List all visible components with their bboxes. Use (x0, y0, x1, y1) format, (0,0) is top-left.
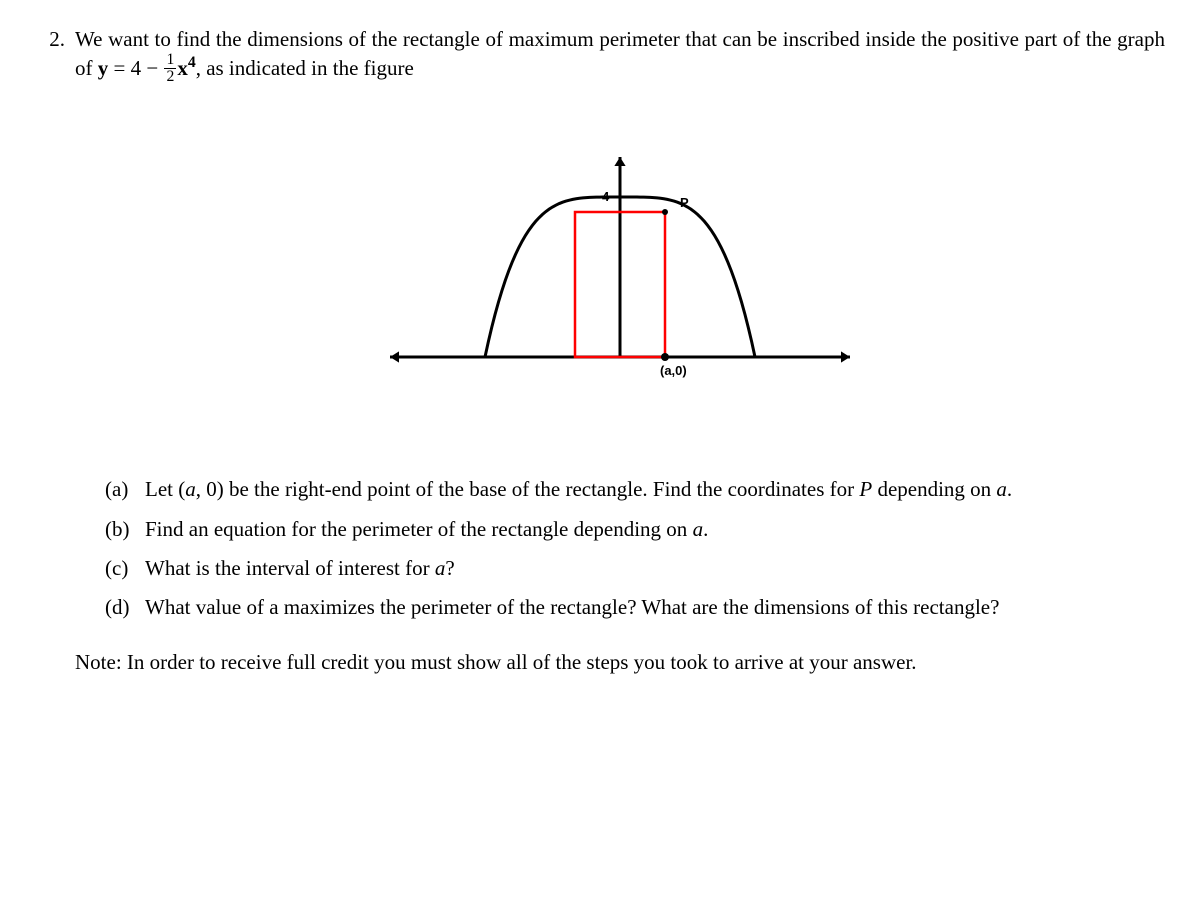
eq-eq: = (108, 56, 130, 80)
part-b-label: (b) (105, 515, 137, 544)
part-c-text: What is the interval of interest for a? (145, 554, 1165, 583)
svg-text:(a,0): (a,0) (660, 363, 687, 378)
eq-exp: 4 (188, 54, 196, 71)
part-d-label: (d) (105, 593, 137, 622)
figure-container: 4 P (a,0) (75, 127, 1165, 415)
eq-fraction: 12 (164, 52, 176, 85)
note: Note: In order to receive full credit yo… (75, 648, 1165, 677)
part-a: (a) Let (a, 0) be the right-end point of… (105, 475, 1165, 504)
frac-den: 2 (164, 69, 176, 85)
svg-text:P: P (680, 195, 689, 210)
part-a-text: Let (a, 0) be the right-end point of the… (145, 475, 1165, 504)
statement-post: , as indicated in the figure (196, 56, 414, 80)
eq-var: x (177, 56, 188, 80)
part-c-label: (c) (105, 554, 137, 583)
problem-container: 2. We want to find the dimensions of the… (35, 25, 1165, 677)
part-c: (c) What is the interval of interest for… (105, 554, 1165, 583)
problem-number: 2. (35, 25, 65, 54)
part-d: (d) What value of a maximizes the perime… (105, 593, 1165, 622)
frac-num: 1 (164, 52, 176, 69)
part-d-text: What value of a maximizes the perimeter … (145, 593, 1165, 622)
sub-parts: (a) Let (a, 0) be the right-end point of… (75, 475, 1165, 623)
part-b-text: Find an equation for the perimeter of th… (145, 515, 1165, 544)
part-b: (b) Find an equation for the perimeter o… (105, 515, 1165, 544)
eq-lhs: y (98, 56, 109, 80)
problem-statement: We want to find the dimensions of the re… (75, 25, 1165, 87)
problem-body: We want to find the dimensions of the re… (75, 25, 1165, 677)
svg-text:4: 4 (602, 189, 610, 204)
eq-const: 4 − (131, 56, 164, 80)
note-text: In order to receive full credit you must… (122, 650, 917, 674)
part-a-label: (a) (105, 475, 137, 504)
figure-svg: 4 P (a,0) (370, 127, 870, 407)
note-prefix: Note: (75, 650, 122, 674)
